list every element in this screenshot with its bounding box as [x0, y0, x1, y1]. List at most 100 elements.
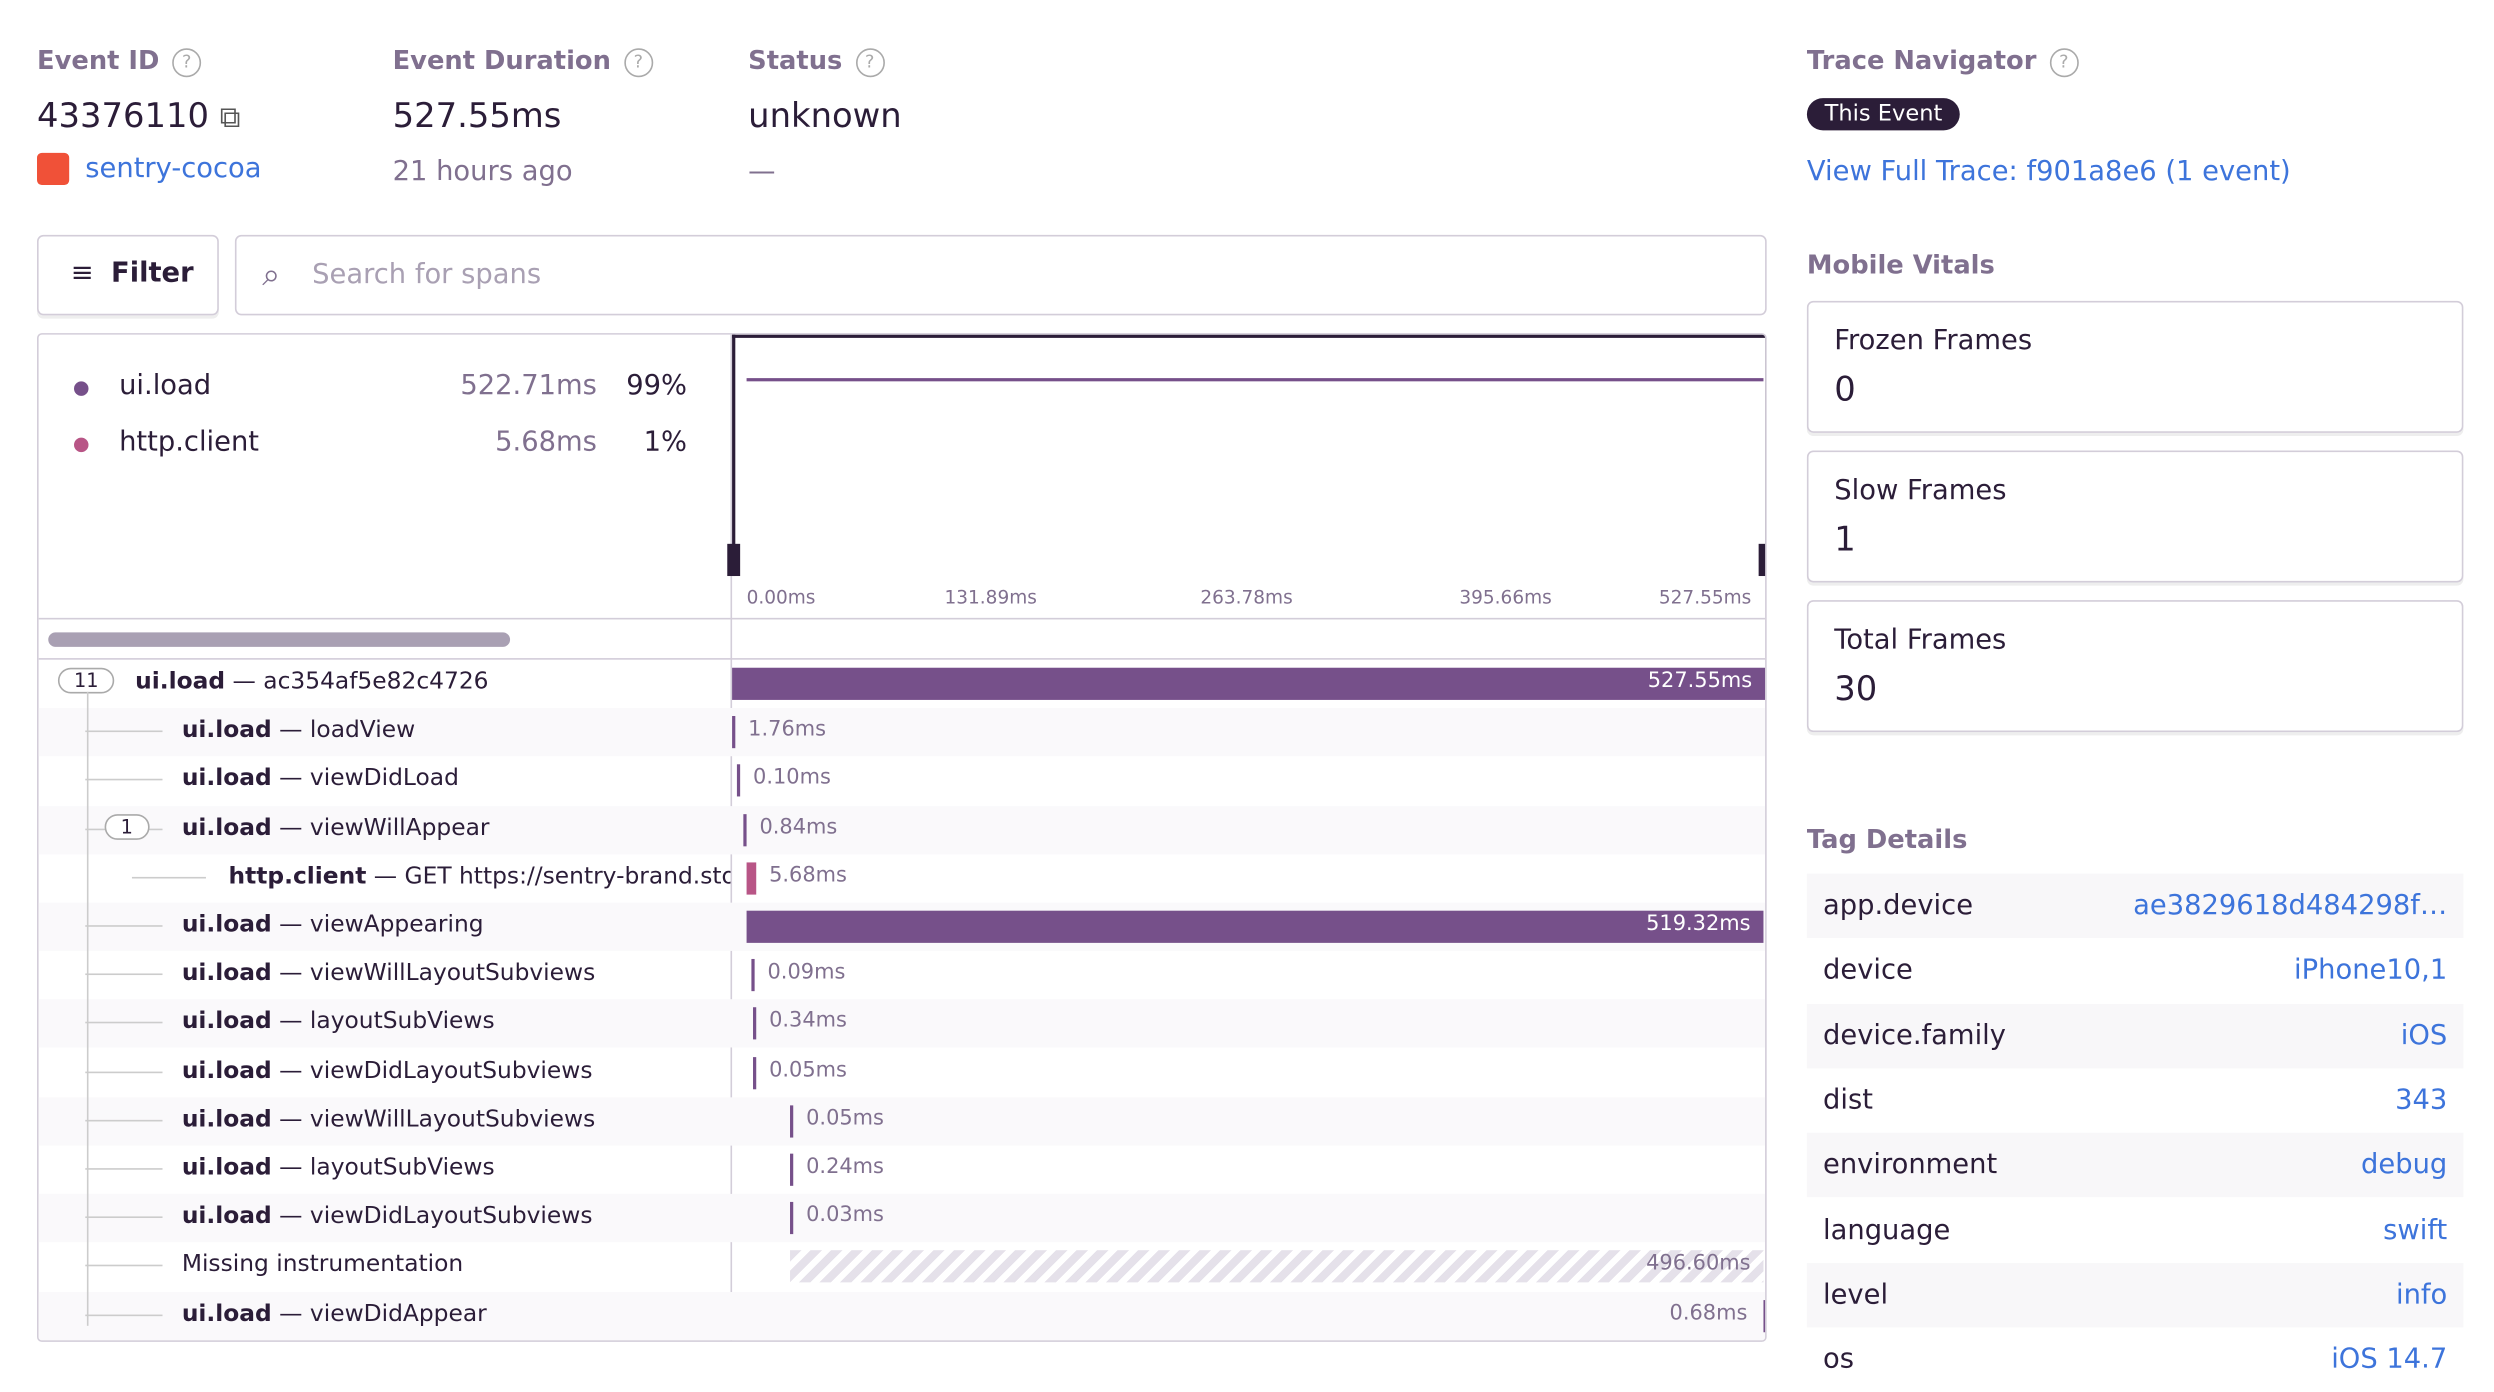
span-desc: — loadView — [279, 717, 416, 744]
span-duration: 0.68ms — [1669, 1301, 1748, 1326]
filter-button[interactable]: ≡ Filter — [37, 234, 219, 316]
tree-line — [131, 876, 206, 879]
span-row[interactable]: http.client — GET https://sentry-brand.s… — [39, 854, 1765, 902]
op-dot — [74, 437, 89, 453]
tag-row: device iPhone10,1 — [1807, 939, 2463, 1003]
span-row[interactable]: 1 ui.load — viewWillAppear 0.84ms — [38, 805, 1766, 854]
child-count[interactable]: 11 — [57, 667, 115, 694]
trace-view: ui.load 522.71ms 99% http.client 5.68ms 1% 0.0… — [37, 333, 1767, 1342]
duration-label: Event Duration? — [393, 45, 653, 77]
span-row[interactable]: ui.load — viewDidAppear 0.68ms — [38, 1291, 1766, 1340]
tag-value[interactable]: ae3829618d484298f… — [2133, 889, 2448, 922]
minimap-window[interactable] — [732, 334, 1766, 577]
span-label: ui.load — viewDidLoad — [182, 767, 731, 793]
span-op: ui.load — [135, 669, 226, 696]
value: 43376110 — [37, 96, 209, 136]
span-duration: 0.10ms — [753, 766, 831, 791]
span-bar — [753, 1007, 757, 1041]
span-op: ui.load — [181, 1009, 272, 1036]
span-label: ui.load — viewWillAppear — [182, 815, 731, 841]
status-label: Status? — [748, 45, 885, 77]
span-row[interactable]: ui.load — viewWillLayoutSubviews 0.05ms — [38, 1097, 1766, 1146]
tag-value[interactable]: iOS 14.7 — [2331, 1343, 2448, 1376]
span-op: ui.load — [181, 1203, 272, 1230]
tree-line — [85, 973, 163, 976]
span-duration: 0.34ms — [769, 1009, 847, 1034]
span-op: ui.load — [181, 1058, 272, 1084]
span-duration: 496.60ms — [1646, 1252, 1751, 1277]
vital-card: Total Frames 30 — [1806, 600, 2464, 733]
span-duration: 0.03ms — [806, 1203, 884, 1228]
span-label: Missing instrumentation — [182, 1252, 731, 1278]
duration: 527.55ms — [392, 96, 562, 136]
span-label: ui.load — layoutSubViews — [182, 1009, 731, 1035]
tag-row: level info — [1806, 1262, 2464, 1328]
span-row[interactable]: ui.load — layoutSubViews 0.34ms — [38, 999, 1766, 1049]
span-row[interactable]: ui.load — layoutSubViews 0.24ms — [39, 1146, 1765, 1194]
tag-value[interactable]: info — [2395, 1278, 2448, 1312]
span-desc: — ac354af5e82c4726 — [232, 669, 489, 696]
span-duration: 0.05ms — [806, 1106, 884, 1131]
span-label: ui.load — viewWillLayoutSubviews — [182, 1107, 731, 1133]
handle[interactable] — [727, 543, 741, 577]
span-bar — [790, 1202, 794, 1235]
event-id-label: Event ID? — [37, 45, 202, 77]
span-duration: 519.32ms — [1646, 912, 1751, 937]
tag-value[interactable]: iOS — [2400, 1019, 2448, 1052]
op-percent: 99% — [626, 370, 688, 403]
label: Event ID — [37, 45, 160, 76]
vital-card: Frozen Frames 0 — [1806, 300, 2464, 433]
span-op: ui.load — [181, 1301, 272, 1327]
span-row[interactable]: ui.load — viewDidLayoutSubviews 0.03ms — [38, 1194, 1766, 1243]
tag-value[interactable]: debug — [2361, 1149, 2448, 1182]
span-row[interactable]: ui.load — viewWillLayoutSubviews 0.09ms — [39, 951, 1765, 999]
tag-row: device.family iOS — [1806, 1003, 2464, 1068]
axis-tick: 0.00ms — [746, 585, 816, 609]
span-duration: 527.55ms — [1647, 669, 1753, 694]
span-duration: 5.68ms — [769, 863, 847, 888]
vital-label: Slow Frames — [1834, 474, 2007, 507]
project-link[interactable]: sentry-cocoa — [85, 152, 262, 186]
span-desc: Missing instrumentation — [181, 1252, 464, 1279]
span-row[interactable]: ui.load — viewAppearing 519.32ms — [38, 902, 1766, 951]
axis-tick: 131.89ms — [944, 585, 1037, 609]
handle[interactable] — [1758, 543, 1766, 577]
span-row[interactable]: ui.load — viewDidLayoutSubviews 0.05ms — [39, 1048, 1765, 1096]
span-desc: — viewAppearing — [279, 912, 484, 939]
tag-value[interactable]: swift — [2383, 1213, 2448, 1247]
span-op: ui.load — [181, 912, 272, 939]
badge: This Event — [1806, 98, 1961, 131]
span-desc: — viewDidAppear — [279, 1301, 487, 1327]
search-input[interactable]: ⌕ Search for spans — [234, 234, 1767, 316]
filter-text: Filter — [111, 257, 194, 290]
span-row[interactable]: Missing instrumentation 496.60ms — [39, 1243, 1765, 1291]
span-row[interactable]: 11 ui.load — ac354af5e82c4726 527.55ms — [39, 660, 1766, 708]
vitals-title: Mobile Vitals — [1806, 249, 1995, 280]
status: unknown — [748, 96, 902, 136]
status-sub: — — [748, 156, 776, 189]
tag-key: dist — [1822, 1084, 1873, 1117]
vital-card: Slow Frames 1 — [1806, 450, 2464, 583]
child-count[interactable]: 1 — [104, 813, 150, 840]
scrollbar[interactable] — [48, 632, 511, 647]
event-id: 43376110 ⧉ — [37, 96, 241, 136]
tag-value[interactable]: iPhone10,1 — [2294, 954, 2448, 987]
span-row[interactable]: ui.load — viewDidLoad 0.10ms — [39, 757, 1765, 805]
span-label: ui.load — viewAppearing — [182, 912, 731, 938]
trace-link[interactable]: View Full Trace: f901a8e6 (1 event) — [1806, 156, 2291, 189]
tree-line — [85, 779, 163, 781]
op-percent: 1% — [643, 426, 688, 459]
span-desc: — viewDidLoad — [279, 766, 459, 793]
tag-key: environment — [1822, 1149, 1998, 1182]
span-row[interactable]: ui.load — loadView 1.76ms — [38, 708, 1766, 757]
span-duration: 1.76ms — [748, 717, 827, 743]
axis-tick: 263.78ms — [1200, 585, 1293, 609]
tag-key: device.family — [1822, 1019, 2006, 1052]
span-bar — [732, 716, 736, 749]
vital-value: 0 — [1834, 370, 1856, 409]
minimap-span — [746, 378, 1764, 382]
span-bar — [753, 1056, 757, 1089]
tag-value[interactable]: 343 — [2395, 1084, 2448, 1117]
span-duration: 0.09ms — [767, 960, 846, 986]
